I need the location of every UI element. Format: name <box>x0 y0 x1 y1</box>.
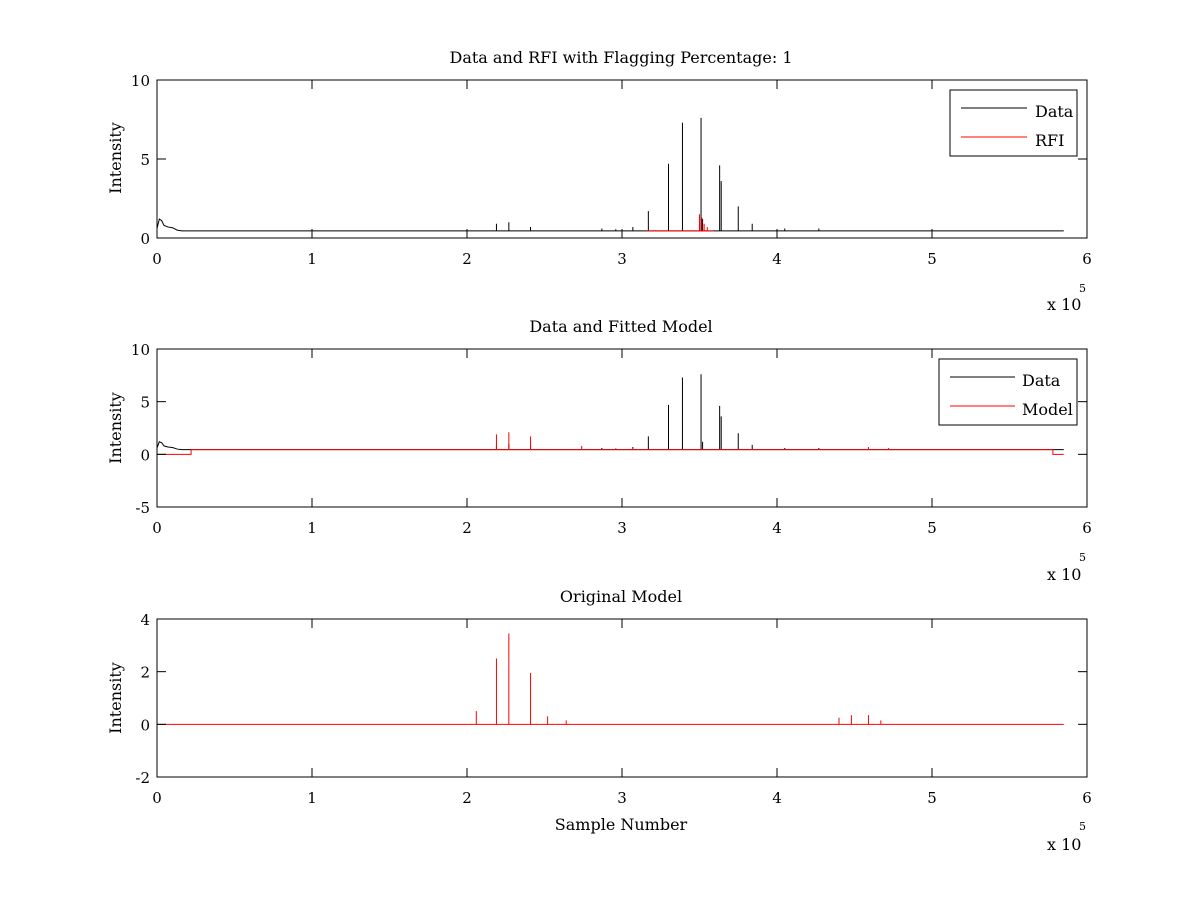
x-axis-label: Sample Number <box>555 815 688 834</box>
x-tick-label: 5 <box>927 789 937 807</box>
panel-title: Data and Fitted Model <box>529 317 712 336</box>
x-tick-label: 2 <box>462 789 472 807</box>
y-tick-label: 5 <box>140 394 150 412</box>
x-tick-label: 3 <box>617 789 627 807</box>
legend-label-rfi: RFI <box>1035 131 1064 150</box>
panel-title: Data and RFI with Flagging Percentage: 1 <box>449 48 792 67</box>
x-tick-label: 2 <box>462 250 472 268</box>
y-tick-label: 0 <box>140 446 150 464</box>
x-tick-label: 3 <box>617 250 627 268</box>
x-multiplier-exponent: 5 <box>1079 551 1086 564</box>
y-tick-label: 10 <box>131 341 150 359</box>
x-tick-label: 4 <box>772 519 782 537</box>
x-tick-label: 1 <box>307 250 317 268</box>
x-tick-label: 0 <box>152 250 162 268</box>
legend: Data Model <box>938 358 1078 426</box>
x-tick-label: 6 <box>1082 789 1092 807</box>
plot-area: 0 1 2 3 4 5 6 0 5 10 <box>131 72 1092 268</box>
y-axis-label: Intensity <box>106 392 125 464</box>
x-multiplier: x 10 <box>1047 295 1081 314</box>
x-multiplier: x 10 <box>1047 565 1081 584</box>
legend-label-model: Model <box>1022 400 1073 419</box>
y-tick-label: -5 <box>135 499 150 517</box>
x-multiplier-exponent: 5 <box>1079 820 1086 833</box>
y-tick-label: 0 <box>140 716 150 734</box>
y-tick-label: -2 <box>135 769 150 787</box>
x-tick-label: 2 <box>462 519 472 537</box>
series-group <box>157 117 1064 232</box>
series-line-model <box>157 432 1064 455</box>
x-tick-label: 5 <box>927 250 937 268</box>
x-tick-label: 1 <box>307 519 317 537</box>
x-tick-label: 5 <box>927 519 937 537</box>
y-tick-label: 10 <box>131 72 150 90</box>
x-tick-label: 6 <box>1082 250 1092 268</box>
x-tick-label: 1 <box>307 789 317 807</box>
legend: Data RFI <box>949 89 1078 157</box>
panel-data-rfi: Data and RFI with Flagging Percentage: 1… <box>106 48 1092 314</box>
series-group <box>157 633 1064 725</box>
x-tick-label: 0 <box>152 789 162 807</box>
x-multiplier-exponent: 5 <box>1079 282 1086 295</box>
x-tick-label: 0 <box>152 519 162 537</box>
x-tick-label: 4 <box>772 250 782 268</box>
y-tick-label: 2 <box>140 664 150 682</box>
series-group <box>157 374 1064 455</box>
y-tick-label: 4 <box>140 611 150 629</box>
series-line-rfi <box>646 214 714 232</box>
legend-label-data: Data <box>1022 371 1061 390</box>
series-line-model <box>157 633 1064 725</box>
legend-label-data: Data <box>1035 102 1074 121</box>
y-axis-label: Intensity <box>106 662 125 734</box>
x-tick-label: 4 <box>772 789 782 807</box>
series-line-data <box>157 117 1064 232</box>
legend-box <box>949 89 1078 157</box>
y-tick-label: 5 <box>140 151 150 169</box>
panel-data-model: Data and Fitted Model Intensity 0 1 2 3 4 5 6 -… <box>106 317 1092 584</box>
y-tick-label: 0 <box>140 230 150 248</box>
legend-box <box>938 358 1078 426</box>
y-axis-label: Intensity <box>106 122 125 194</box>
x-tick-label: 6 <box>1082 519 1092 537</box>
panel-title: Original Model <box>560 587 682 606</box>
x-multiplier: x 10 <box>1047 835 1081 854</box>
x-tick-label: 3 <box>617 519 627 537</box>
